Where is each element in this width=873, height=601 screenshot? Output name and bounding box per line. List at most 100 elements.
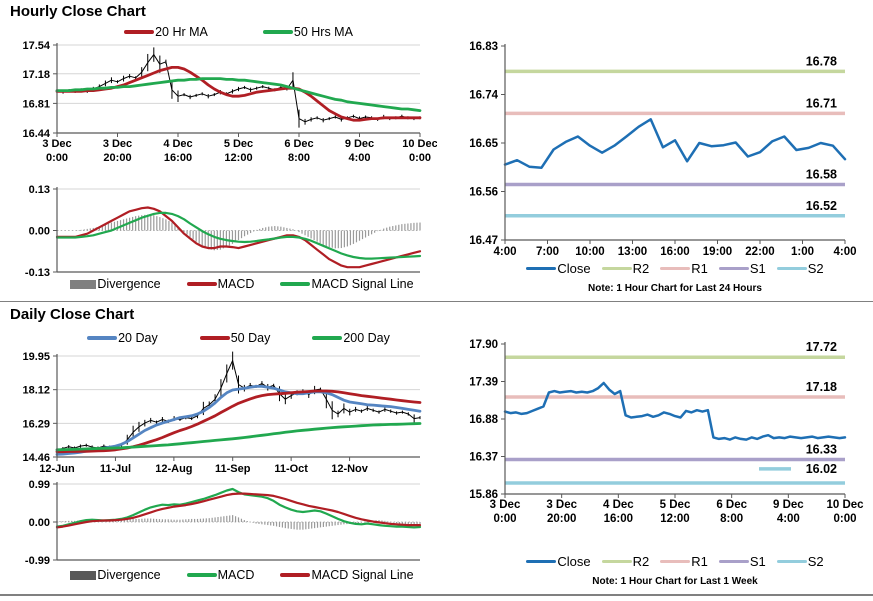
x-tick-label: 12:00 (224, 152, 252, 164)
line-swatch-icon (262, 30, 293, 34)
y-tick-label: 16.74 (469, 90, 498, 102)
line-swatch-icon (312, 336, 343, 340)
y-tick-label: 16.65 (469, 138, 498, 150)
legend-item-macd: MACD (186, 568, 254, 582)
legend-item-r1: R1 (660, 261, 708, 276)
legend-item-macd: MACD (186, 277, 255, 291)
series-macd (55, 206, 422, 269)
legend-item-20-day: 20 Day (87, 331, 158, 345)
series-50-hrs-ma (55, 77, 422, 112)
legend-item-r2: R2 (601, 261, 649, 276)
legend-item-s2: S2 (776, 261, 824, 276)
x-tick-label: 11-Jul (100, 463, 131, 475)
legend-item-divergence: Divergence (70, 277, 161, 291)
x-tick-label: 12-Nov (331, 463, 369, 475)
x-tick-label: 8:00 (720, 513, 743, 525)
legend-label: MACD (217, 277, 255, 291)
x-tick-label: 4 Dec (163, 138, 192, 150)
y-tick-label: 14.46 (22, 452, 50, 464)
y-tick-label: 0.00 (29, 517, 50, 529)
daily-close-legend: 20 Day 50 Day 200 Day (57, 331, 420, 345)
x-tick-label: 5 Dec (224, 138, 253, 150)
legend-item-close: Close (526, 554, 591, 569)
weekly-pivot-chart: 17.90 17.39 16.88 16.37 15.86 3 Dec 0:00 3 Dec 2… (437, 338, 873, 555)
y-tick-label: 19.95 (22, 351, 50, 363)
pivot-value-label-s2: 16.02 (806, 462, 837, 476)
daily-macd-legend: Divergence MACD MACD Signal Line (57, 568, 427, 582)
series-50-day (55, 389, 422, 454)
legend-item-s1: S1 (718, 261, 766, 276)
legend-item-divergence: Divergence (70, 568, 161, 582)
x-tick-label: 7:00 (536, 246, 559, 258)
pivot-value-label-r1: 17.18 (806, 380, 837, 394)
y-tick-label: 16.83 (469, 41, 498, 53)
legend-label: MACD Signal Line (311, 568, 414, 582)
y-tick-label: 17.18 (22, 69, 50, 81)
x-tick-label: 10 Dec (402, 138, 437, 150)
hourly-macd-chart: 0.13 0.00 -0.13 (0, 183, 437, 277)
legend-label: 50 Day (230, 331, 271, 345)
line-swatch-icon (186, 282, 217, 286)
line-swatch-icon (776, 266, 807, 271)
legend-item-s1: S1 (718, 554, 766, 569)
hourly_macd-plot: 0.13 0.00 -0.13 (25, 184, 422, 277)
line-swatch-icon (718, 266, 749, 271)
legend-item-macd-signal-line: MACD Signal Line (280, 277, 414, 291)
daily-section-title: Daily Close Chart (10, 306, 135, 323)
section-divider (0, 301, 873, 302)
x-tick-label: 3 Dec (42, 138, 71, 150)
legend-label: R1 (691, 554, 708, 569)
line-swatch-icon (776, 559, 807, 564)
legend-item-20-hr-ma: 20 Hr MA (124, 25, 208, 39)
legend-label: R1 (691, 261, 708, 276)
line-swatch-icon (199, 336, 230, 340)
x-tick-label: 16:00 (164, 152, 192, 164)
y-tick-label: 17.90 (469, 339, 498, 351)
pivot-value-label-r2: 16.78 (806, 54, 837, 68)
weekly-pivot-legend: Close R2 R1 S1 S2 (505, 554, 845, 569)
x-tick-label: 20:00 (547, 513, 576, 525)
x-tick-label: 12:00 (660, 513, 689, 525)
line-swatch-icon (186, 573, 217, 577)
x-tick-label: 9 Dec (773, 499, 804, 511)
y-tick-label: 17.54 (22, 40, 50, 52)
legend-label: Close (557, 261, 591, 276)
legend-item-s2: S2 (776, 554, 824, 569)
hourly-macd-legend: Divergence MACD MACD Signal Line (57, 277, 427, 291)
daily-close-chart: 19.95 18.12 16.29 14.46 12-Jun 11-Jul 12-Aug 11… (0, 350, 437, 480)
legend-label: 20 Day (118, 331, 158, 345)
y-tick-label: 0.00 (29, 226, 50, 238)
y-tick-label: 16.56 (469, 187, 498, 199)
x-tick-label: 11-Sep (215, 463, 251, 475)
y-tick-label: -0.99 (25, 555, 50, 565)
legend-item-r2: R2 (601, 554, 649, 569)
line-swatch-icon (660, 559, 691, 564)
legend-label: Divergence (97, 568, 161, 582)
x-tick-label: 1:00 (791, 246, 814, 258)
x-tick-label: 0:00 (493, 513, 516, 525)
y-tick-label: 16.88 (469, 414, 498, 426)
series-macd-signal-line (55, 211, 422, 260)
y-tick-label: 16.81 (22, 98, 50, 110)
x-tick-label: 10 Dec (826, 499, 864, 511)
legend-item-macd-signal-line: MACD Signal Line (280, 568, 414, 582)
hourly-section-title: Hourly Close Chart (10, 3, 146, 20)
line-swatch-icon (601, 559, 632, 564)
x-tick-label: 4:00 (833, 246, 856, 258)
pivot-value-label-r2: 17.72 (806, 340, 837, 354)
legend-item-r1: R1 (660, 554, 708, 569)
line-swatch-icon (280, 573, 311, 577)
line-swatch-icon (601, 266, 632, 271)
bar-swatch-icon (70, 279, 97, 289)
x-tick-label: 3 Dec (490, 499, 521, 511)
line-swatch-icon (87, 336, 118, 340)
x-tick-label: 0:00 (409, 152, 431, 164)
daily-macd-chart: 0.99 0.00 -0.99 (0, 479, 437, 565)
legend-label: S1 (749, 554, 766, 569)
line-swatch-icon (280, 282, 311, 286)
series-macd-signal-line (55, 492, 422, 529)
y-tick-label: 0.13 (29, 184, 50, 196)
